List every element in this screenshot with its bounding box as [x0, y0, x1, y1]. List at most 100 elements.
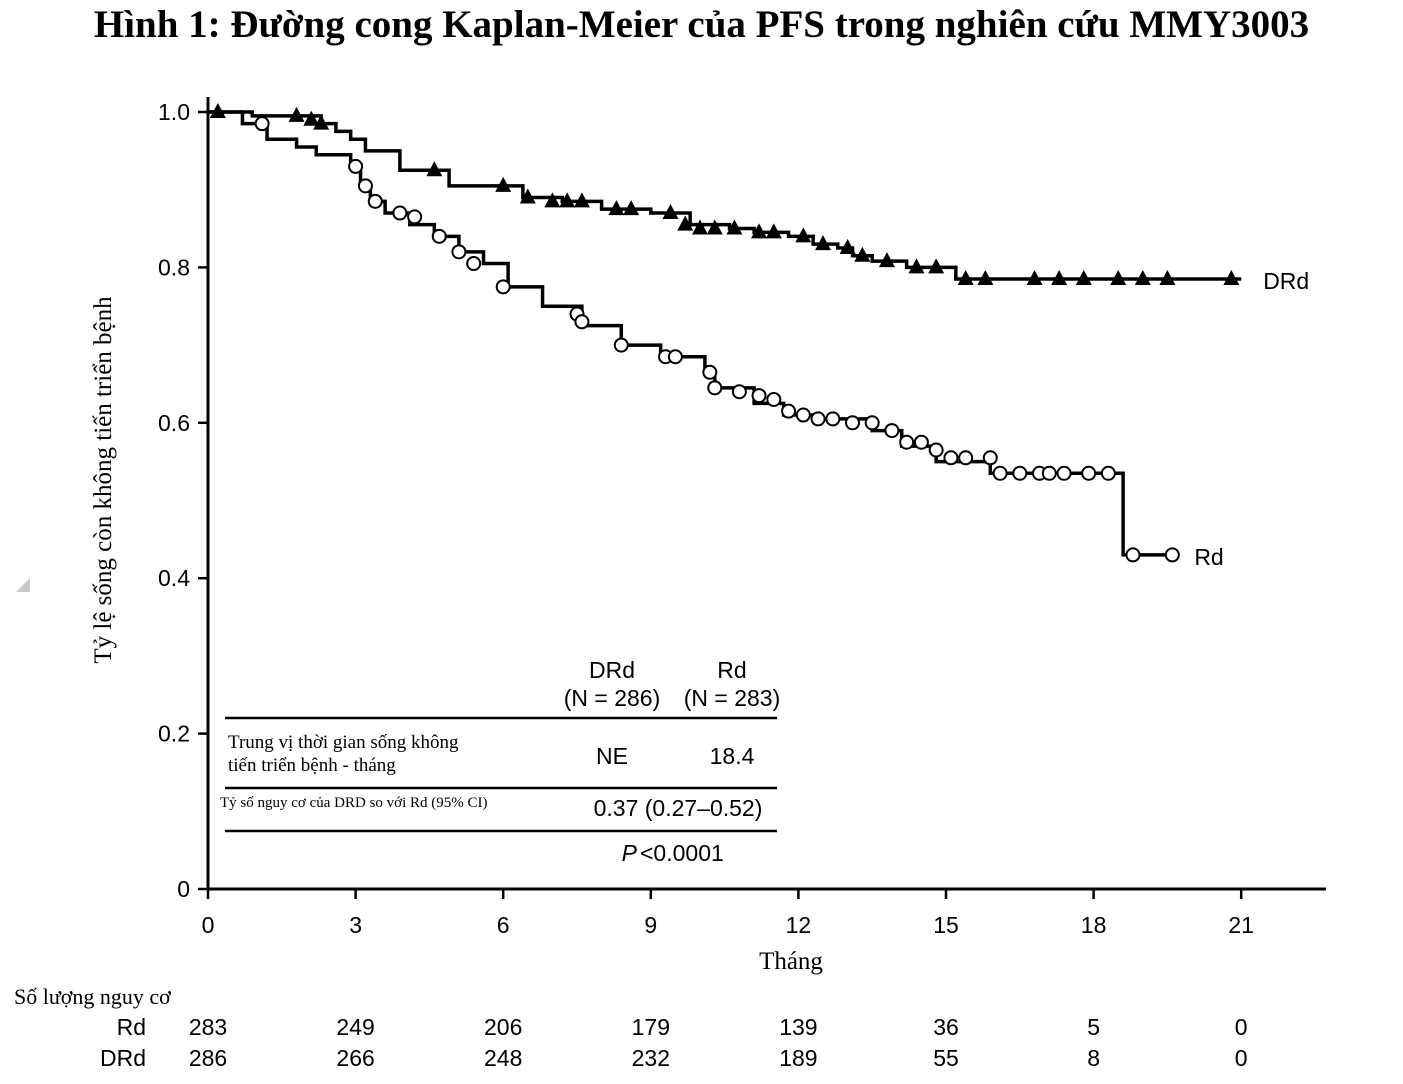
stats-row1-label-cont: tiến triển bệnh - tháng: [228, 755, 396, 776]
censor-marker-rd: [899, 434, 915, 450]
censor-marker-rd: [367, 193, 383, 209]
censor-marker-rd: [1100, 465, 1116, 481]
censor-marker-drd: [313, 114, 330, 130]
stats-row2-value: 0.37 (0.27–0.52): [594, 795, 763, 821]
censor-marker-drd: [426, 161, 443, 177]
censor-marker-rd: [1125, 547, 1141, 563]
censor-marker-drd: [303, 110, 320, 126]
censor-marker-drd: [839, 238, 856, 254]
y-tick-label: 1.0: [158, 99, 190, 125]
censor-marker-rd: [958, 450, 974, 466]
censor-marker-rd: [407, 209, 423, 225]
censor-marker-drd: [878, 252, 895, 268]
censor-marker-rd: [1012, 465, 1028, 481]
censor-marker-rd: [392, 205, 408, 221]
risk-value: 179: [631, 1014, 670, 1040]
censor-marker-drd: [623, 200, 640, 216]
censor-marker-rd: [864, 415, 880, 431]
stats-row2-label: Tỷ số nguy cơ của DRD so với Rd (95% CI): [220, 795, 488, 811]
censor-marker-drd: [726, 219, 743, 235]
risk-table-title: Số lượng nguy cơ: [14, 984, 171, 1009]
censor-marker-drd: [559, 192, 576, 208]
censor-marker-rd: [795, 407, 811, 423]
censor-marker-rd: [731, 384, 747, 400]
censor-marker-drd: [519, 188, 536, 204]
series-label-rd: Rd: [1194, 544, 1223, 570]
censor-marker-rd: [348, 158, 364, 174]
censor-marker-drd: [706, 219, 723, 235]
censor-marker-drd: [815, 235, 831, 251]
censor-marker-rd: [943, 450, 959, 466]
x-tick-label: 0: [202, 912, 215, 938]
censor-marker-drd: [608, 200, 625, 216]
censor-marker-rd: [451, 244, 467, 260]
censor-marker-rd: [466, 256, 482, 272]
censor-marker-rd: [845, 415, 861, 431]
censor-marker-drd: [765, 223, 782, 239]
risk-value: 5: [1087, 1014, 1100, 1040]
censor-marker-rd: [702, 364, 718, 380]
censor-marker-drd: [677, 215, 694, 231]
censor-marker-rd: [357, 178, 373, 194]
y-tick-label: 0.8: [158, 254, 190, 280]
survival-curves: DRd Rd: [208, 103, 1309, 570]
censor-marker-drd: [1223, 270, 1240, 286]
corner-triangle-mark: [16, 578, 30, 592]
censor-marker-drd: [573, 192, 590, 208]
y-tick-label: 0: [177, 876, 190, 902]
risk-row-label: DRd: [99, 1045, 146, 1071]
risk-row-label: Rd: [116, 1014, 146, 1040]
risk-value: 249: [336, 1014, 375, 1040]
axes: 0 0.2 0.4 0.6 0.8 1.0 0 3 6 9 12 15 18 21: [158, 97, 1326, 938]
risk-value: 286: [188, 1045, 228, 1071]
censor-marker-rd: [992, 465, 1008, 481]
censor-marker-rd: [810, 411, 826, 427]
x-tick-label: 6: [497, 912, 510, 938]
censor-marker-drd: [662, 204, 679, 220]
censor-marker-drd: [495, 176, 512, 192]
risk-value: 0: [1234, 1014, 1248, 1040]
censor-marker-drd: [1134, 270, 1151, 286]
censor-marker-rd: [982, 450, 998, 466]
stats-row1-label: Trung vị thời gian sống không: [228, 732, 459, 753]
risk-value: 206: [484, 1014, 523, 1040]
censor-marker-drd: [751, 223, 768, 239]
censor-marker-rd: [766, 391, 782, 407]
censor-marker-drd: [854, 246, 871, 262]
risk-value: 139: [779, 1014, 818, 1040]
censor-marker-drd: [1026, 270, 1043, 286]
p-value: <0.0001: [640, 840, 724, 866]
risk-value: 0: [1234, 1045, 1248, 1071]
figure-title: Hình 1: Đường cong Kaplan-Meier của PFS …: [93, 3, 1310, 46]
censor-marker-drd: [1159, 270, 1176, 286]
x-tick-label: 15: [933, 912, 959, 938]
stats-header-rd-n: (N = 283): [684, 685, 781, 711]
censor-marker-drd: [795, 227, 812, 243]
risk-value: 266: [336, 1045, 375, 1071]
x-tick-label: 21: [1228, 912, 1254, 938]
censor-marker-rd: [574, 314, 590, 330]
censor-marker-drd: [977, 270, 994, 286]
censor-marker-rd: [1164, 547, 1180, 563]
risk-value: 189: [779, 1045, 818, 1071]
x-tick-label: 3: [349, 912, 362, 938]
x-tick-label: 9: [644, 912, 657, 938]
censor-marker-drd: [957, 270, 974, 286]
y-tick-label: 0.2: [158, 721, 190, 747]
x-tick-label: 12: [786, 912, 812, 938]
y-tick-label: 0.4: [158, 565, 190, 591]
y-tick-label: 0.6: [158, 410, 190, 436]
censor-marker-drd: [1075, 270, 1092, 286]
censor-marker-drd: [692, 219, 708, 235]
stats-table: DRd(N = 286) Rd(N = 283) Trung vị thời gia…: [220, 657, 780, 866]
censor-marker-drd: [1110, 270, 1127, 286]
risk-value: 283: [188, 1014, 228, 1040]
stats-header-rd: Rd: [717, 657, 746, 683]
risk-value: 55: [933, 1045, 959, 1071]
censor-marker-drd: [928, 258, 945, 274]
chart-labels: Tháng Tỷ lệ sống còn không tiến triển bện…: [90, 296, 823, 975]
censor-marker-rd: [928, 442, 944, 458]
censor-marker-drd: [908, 258, 925, 274]
km-curve-drd: [208, 110, 1242, 281]
